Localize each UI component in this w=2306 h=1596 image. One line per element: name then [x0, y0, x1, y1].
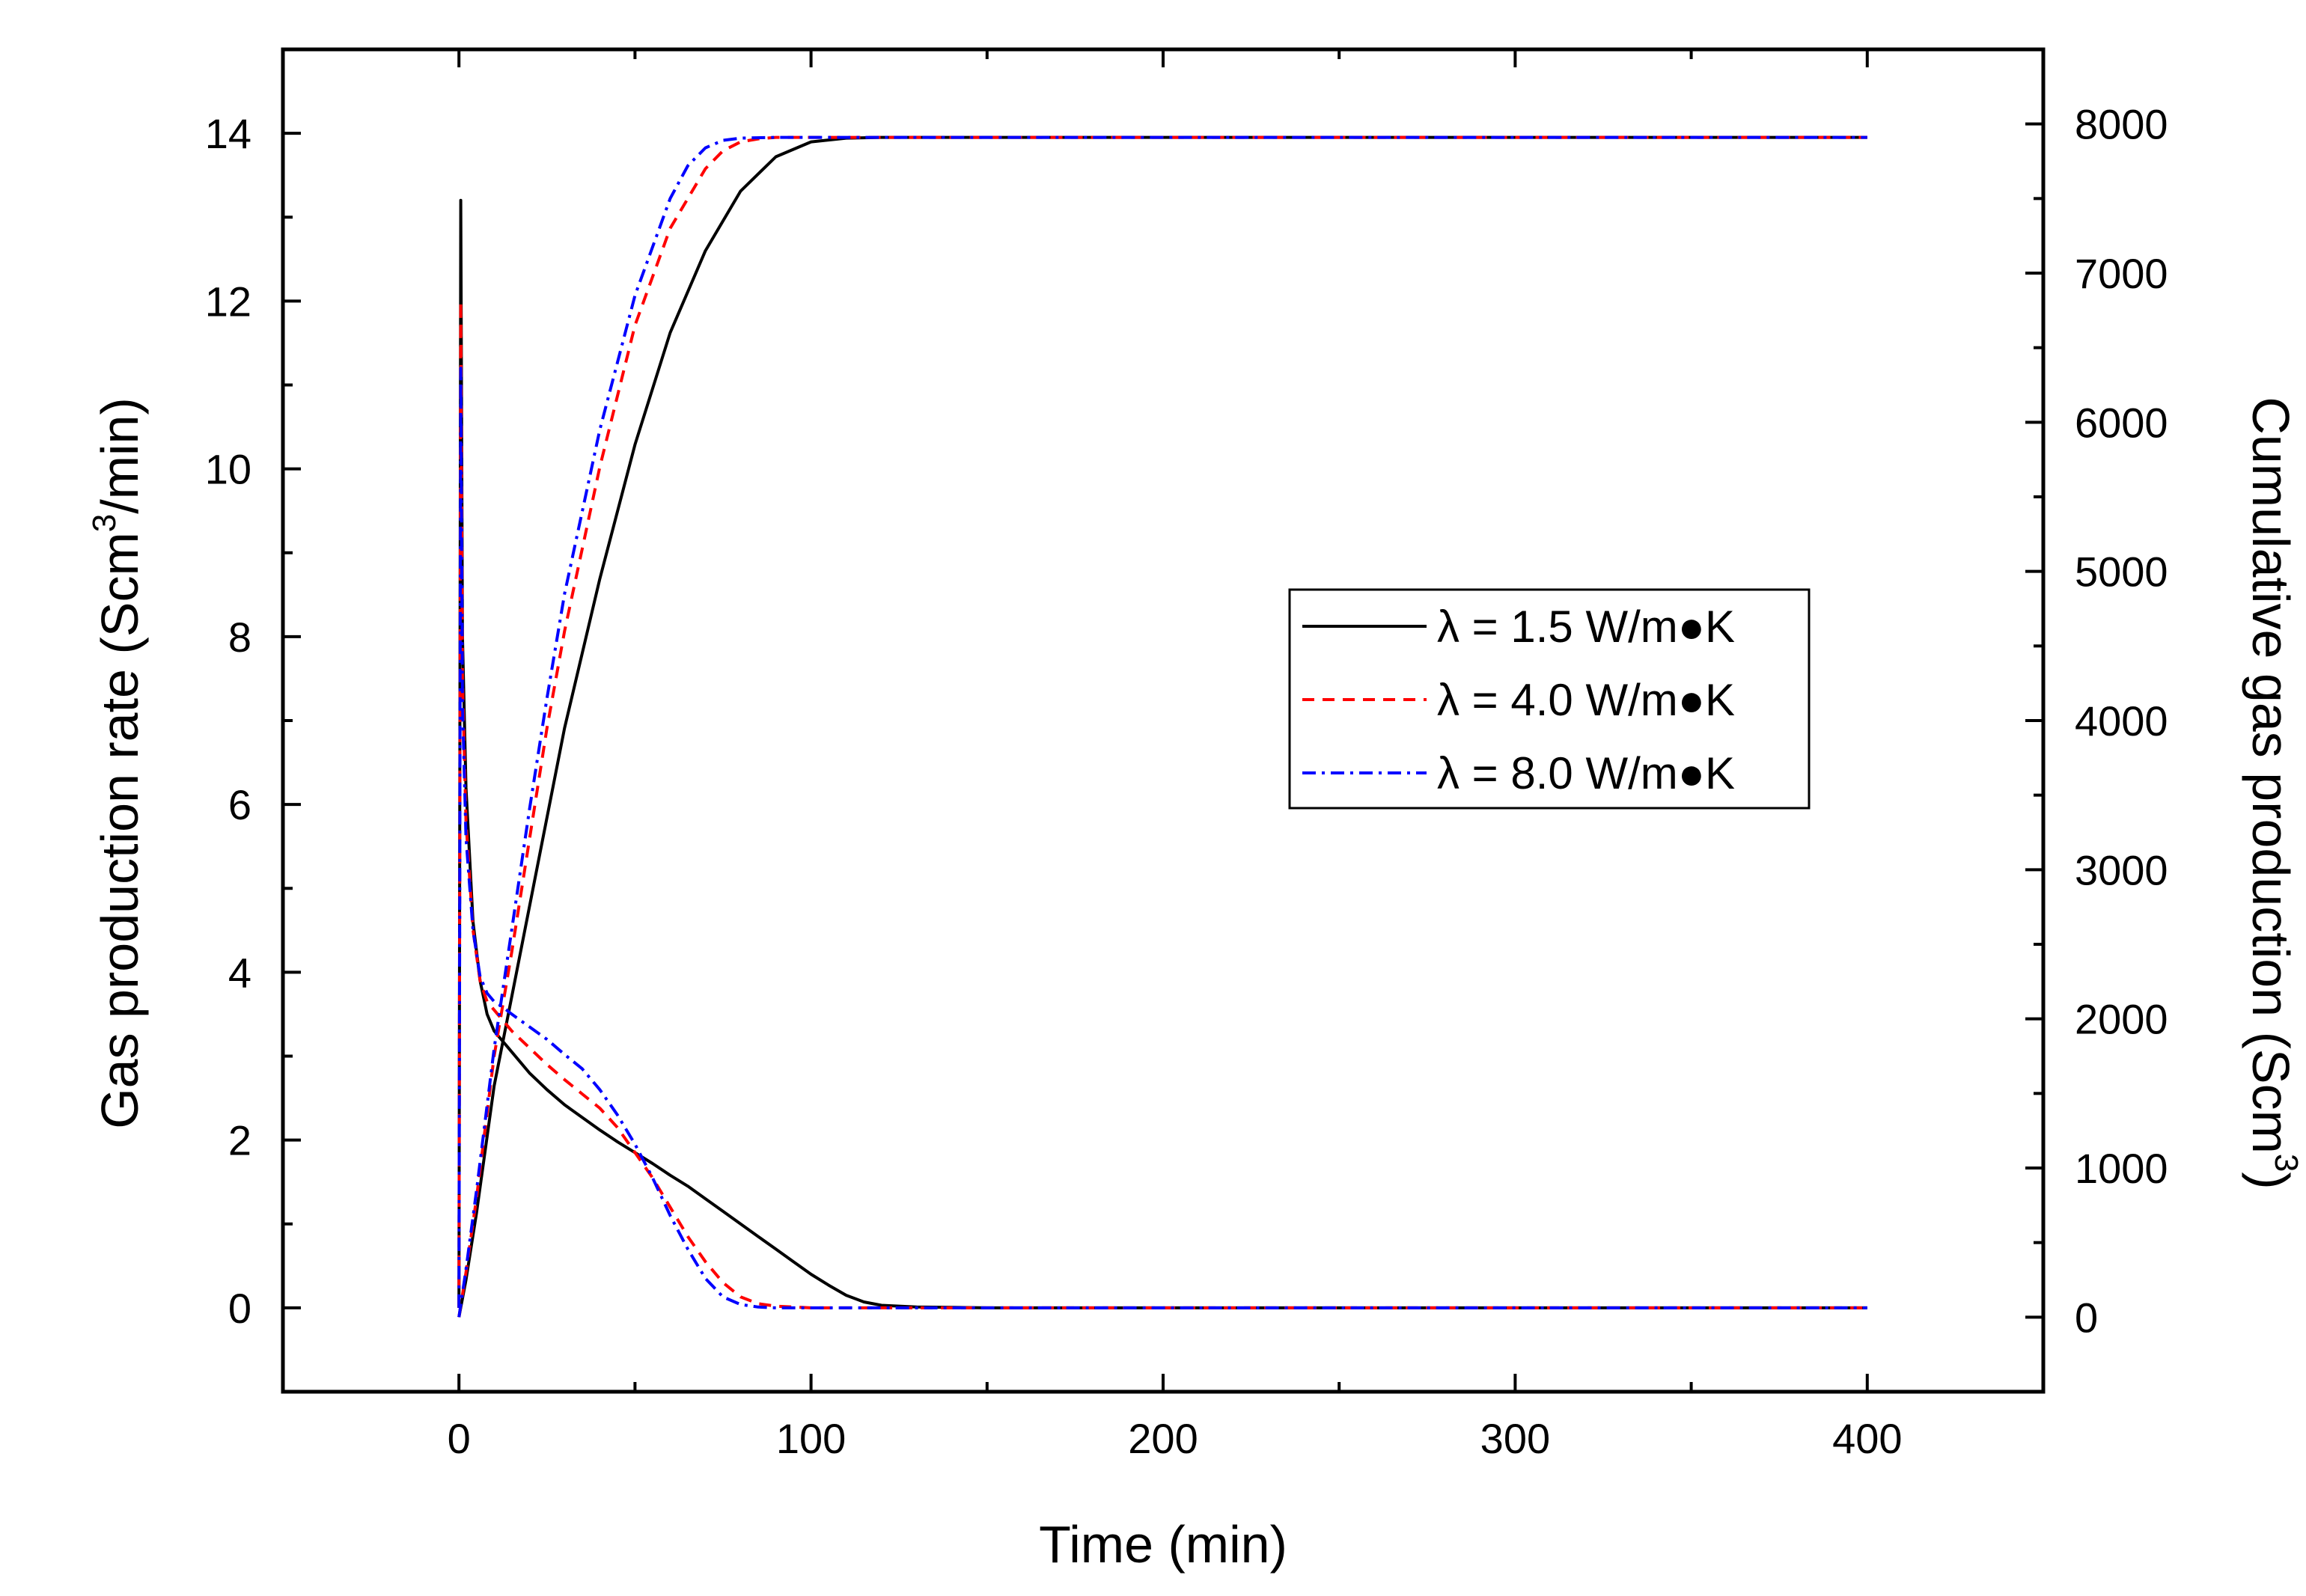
y-right-axis-title: Cumulative gas production (Scm3) — [2242, 397, 2305, 1189]
legend-label-2: λ = 4.0 W/m●K — [1437, 675, 1735, 725]
y-right-tick-label: 8000 — [2075, 101, 2168, 148]
series-3-cumulative-line — [457, 135, 1867, 1318]
y-left-tick-label: 12 — [205, 278, 251, 325]
y-right-tick-label: 2000 — [2075, 996, 2168, 1043]
series-layer — [457, 135, 1867, 1318]
y-right-tick-label: 0 — [2075, 1294, 2098, 1341]
x-tick-label: 400 — [1832, 1415, 1902, 1462]
x-axis-title: Time (min) — [1039, 1515, 1287, 1574]
series-3-rate-line — [457, 367, 1867, 1309]
y-right-tick-label: 6000 — [2075, 399, 2168, 446]
series-2-rate-line — [457, 299, 1867, 1309]
y-left-tick-label: 2 — [228, 1117, 251, 1164]
y-left-tick-label: 8 — [228, 614, 251, 661]
x-tick-label: 300 — [1480, 1415, 1550, 1462]
x-tick-label: 100 — [776, 1415, 846, 1462]
y-left-axis-ticks: 0 2 4 6 8 10 12 14 — [205, 48, 301, 1393]
y-left-tick-label: 0 — [228, 1285, 251, 1332]
y-left-tick-label: 6 — [228, 781, 251, 828]
y-right-axis-ticks: 0 1000 2000 3000 4000 5000 6000 7000 8000 — [2025, 48, 2168, 1393]
x-tick-label: 200 — [1128, 1415, 1198, 1462]
legend: λ = 1.5 W/m●K λ = 4.0 W/m●K λ = 8.0 W/m●… — [1288, 588, 1811, 810]
y-left-tick-label: 14 — [205, 110, 251, 157]
legend-label-1: λ = 1.5 W/m●K — [1437, 602, 1735, 652]
x-tick-label: 0 — [448, 1415, 471, 1462]
y-right-tick-label: 7000 — [2075, 250, 2168, 297]
y-left-tick-label: 4 — [228, 949, 251, 996]
legend-label-3: λ = 8.0 W/m●K — [1437, 748, 1735, 798]
x-axis-ticks: 0 100 200 300 400 — [281, 49, 2045, 1462]
y-right-tick-label: 3000 — [2075, 846, 2168, 893]
y-left-axis-title: Gas production rate (Scm3/min) — [86, 397, 149, 1129]
y-right-tick-label: 5000 — [2075, 548, 2168, 596]
series-1-rate-line — [457, 198, 1867, 1309]
y-right-tick-label: 4000 — [2075, 697, 2168, 745]
y-left-tick-label: 10 — [205, 446, 251, 493]
y-right-tick-label: 1000 — [2075, 1145, 2168, 1192]
